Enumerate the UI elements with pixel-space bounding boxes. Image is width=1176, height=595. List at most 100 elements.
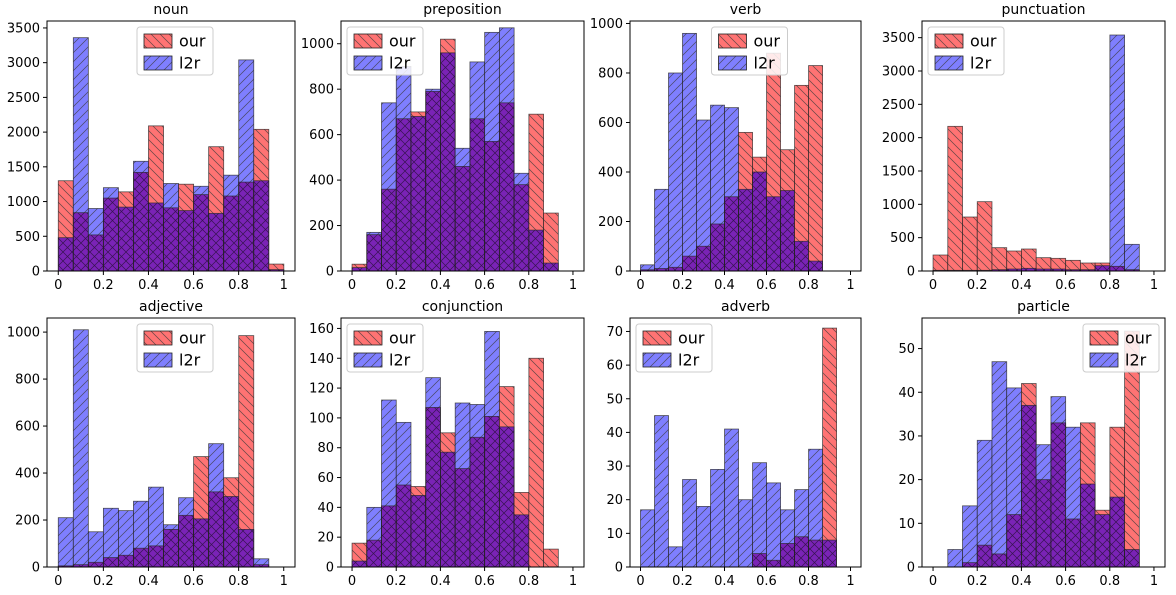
y-tick-label: 2000: [882, 131, 915, 146]
y-tick-label: 0: [32, 265, 40, 280]
y-tick-label: 50: [898, 342, 915, 357]
bar-overlap-5: [425, 407, 441, 567]
bar-overlap-2: [381, 189, 397, 271]
bar-our-12: [528, 114, 544, 231]
legend-swatch-our: [143, 330, 173, 346]
bar-our-14: [268, 264, 284, 270]
y-tick-label: 3000: [882, 65, 915, 80]
y-tick-label: 800: [598, 66, 623, 81]
bar-our-13: [543, 549, 559, 567]
x-tick-label: 1: [846, 278, 854, 293]
y-tick-label: 1500: [7, 160, 40, 175]
y-tick-label: 0: [907, 561, 915, 576]
legend-label-l2r: l2r: [754, 54, 776, 73]
x-tick-label: 0.2: [93, 574, 114, 589]
legend: our l2r: [927, 26, 1005, 76]
y-tick-label: 2500: [882, 98, 915, 113]
bar-l2r-8: [469, 404, 485, 438]
axes-frame: [340, 20, 585, 272]
bar-overlap-13: [1124, 269, 1140, 271]
legend-swatch-l2r: [642, 352, 672, 368]
bar-l2r-1: [366, 232, 382, 235]
y-tick-label: 20: [898, 473, 915, 488]
bar-overlap-8: [752, 553, 767, 567]
legend-label-our: our: [389, 329, 416, 348]
axes-frame: [340, 317, 585, 568]
bar-l2r-5: [710, 105, 725, 224]
bar-overlap-13: [253, 564, 269, 567]
x-tick-label: 0.2: [672, 574, 693, 589]
legend-swatch-l2r: [353, 55, 383, 71]
bar-l2r-2: [668, 546, 683, 567]
legend-swatch-our: [1089, 330, 1119, 346]
bar-overlap-11: [794, 241, 809, 271]
bar-l2r-4: [696, 506, 711, 567]
legend-label-l2r: l2r: [179, 54, 201, 73]
legend-swatch-our: [143, 33, 173, 49]
bar-overlap-4: [991, 553, 1007, 567]
bar-overlap-8: [469, 118, 485, 272]
x-tick-label: 0.8: [518, 574, 539, 589]
x-tick-label: 0.6: [474, 278, 495, 293]
legend-swatch-l2r: [353, 352, 383, 368]
x-tick-label: 0.2: [386, 278, 407, 293]
x-tick-label: 0.2: [386, 574, 407, 589]
bar-l2r-4: [991, 361, 1007, 554]
legend-label-l2r: l2r: [1125, 351, 1147, 370]
bar-l2r-7: [163, 183, 179, 208]
bar-l2r-3: [682, 33, 697, 257]
y-tick-label: 800: [309, 83, 334, 98]
bar-our-0: [58, 180, 74, 238]
y-tick-label: 500: [15, 230, 40, 245]
bar-overlap-8: [752, 171, 767, 271]
bar-overlap-4: [991, 269, 1007, 271]
bar-overlap-6: [148, 545, 164, 567]
bar-overlap-5: [710, 223, 725, 271]
bar-overlap-6: [440, 52, 456, 272]
legend-label-our: our: [1125, 329, 1152, 348]
y-tick-label: 40: [898, 386, 915, 401]
bar-l2r-5: [133, 501, 149, 549]
bar-overlap-0: [352, 267, 367, 271]
bar-overlap-4: [410, 495, 426, 567]
bar-our-12: [808, 65, 823, 262]
bar-overlap-5: [133, 548, 149, 567]
bar-our-9: [193, 456, 209, 519]
bar-our-3: [977, 201, 992, 271]
legend: our l2r: [346, 323, 424, 373]
bar-l2r-5: [133, 161, 149, 173]
bar-our-7: [738, 132, 753, 190]
bar-our-4: [991, 247, 1007, 270]
bar-overlap-6: [440, 452, 456, 567]
x-tick-label: 0.4: [138, 278, 159, 293]
y-tick-label: 20: [317, 531, 334, 546]
bar-our-8: [752, 157, 767, 172]
y-tick-label: 1000: [590, 17, 623, 32]
bar-our-10: [780, 149, 795, 191]
bar-l2r-6: [724, 107, 739, 197]
bar-l2r-3: [682, 479, 697, 567]
x-tick-label: 0.6: [1055, 574, 1076, 589]
y-tick-label: 0: [326, 561, 334, 576]
bar-our-10: [1080, 263, 1096, 270]
legend: our l2r: [136, 323, 214, 373]
bar-our-8: [1050, 258, 1066, 269]
bar-our-9: [766, 53, 781, 197]
x-tick-label: 0: [54, 574, 62, 589]
bar-overlap-1: [366, 540, 382, 567]
x-tick-label: 0.8: [228, 278, 249, 293]
bar-l2r-1: [366, 507, 382, 541]
bar-l2r-1: [947, 549, 963, 567]
axes-frame: [46, 20, 296, 272]
panel-title: noun: [153, 2, 188, 18]
bar-overlap-9: [766, 560, 781, 567]
y-tick-label: 600: [598, 116, 623, 131]
y-tick-label: 100: [309, 411, 334, 426]
bar-our-6: [440, 39, 456, 53]
bar-overlap-5: [1006, 269, 1022, 271]
y-tick-label: 40: [317, 501, 334, 516]
bar-our-8: [178, 184, 194, 211]
bar-l2r-12: [238, 59, 254, 183]
bar-overlap-10: [208, 491, 224, 567]
bar-overlap-12: [528, 230, 544, 271]
